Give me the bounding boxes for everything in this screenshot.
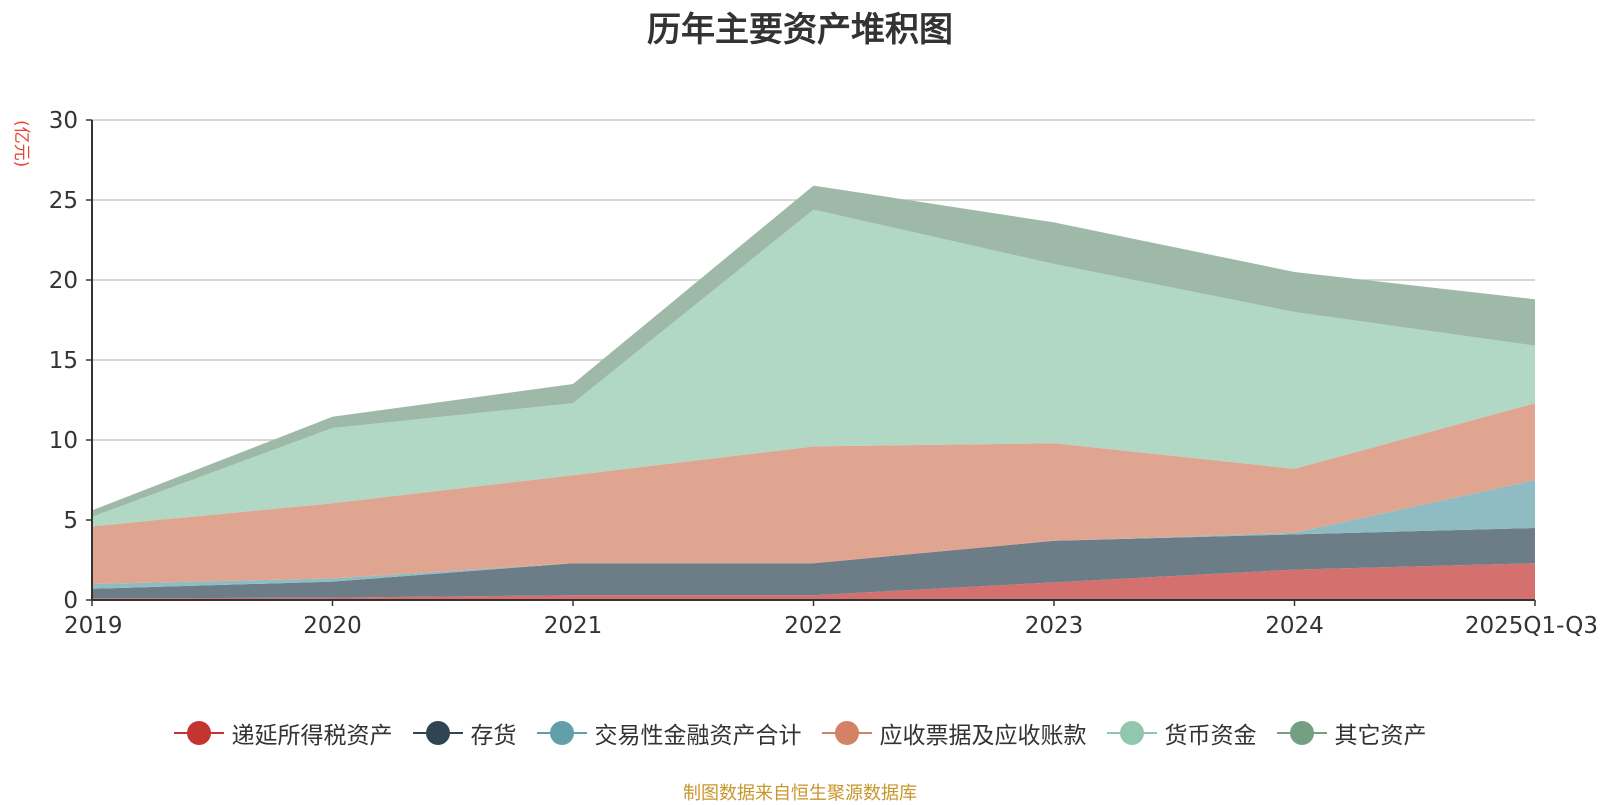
y-tick-label: 25	[49, 188, 78, 214]
area-series-3	[92, 403, 1535, 584]
area-series-4	[92, 209, 1535, 527]
legend-marker-icon	[1106, 721, 1157, 745]
y-tick-label: 20	[49, 268, 78, 294]
legend-label: 交易性金融资产合计	[594, 723, 802, 749]
legend-marker-icon	[412, 721, 463, 745]
chart-legend: 递延所得税资产 存货 交易性金融资产合计 应收票据及应收账款 货币资金 其它资产	[0, 716, 1600, 750]
legend-item[interactable]: 货币资金	[1106, 716, 1257, 750]
x-tick-label: 2024	[1265, 613, 1324, 639]
legend-label: 其它资产	[1334, 723, 1427, 749]
legend-item[interactable]: 应收票据及应收账款	[821, 716, 1087, 750]
x-tick-label: 2023	[1025, 613, 1084, 639]
data-source-note: 制图数据来自恒生聚源数据库	[683, 783, 917, 804]
legend-marker-icon	[821, 721, 872, 745]
x-tick-label: 2022	[784, 613, 843, 639]
y-tick-label: 30	[49, 108, 78, 134]
y-tick-label: 0	[63, 588, 78, 614]
x-tick-label: 2025Q1-Q3	[1465, 613, 1598, 639]
y-tick-label: 5	[63, 508, 78, 534]
y-tick-label: 15	[49, 348, 78, 374]
area-series-2	[92, 480, 1535, 589]
legend-item[interactable]: 递延所得税资产	[173, 716, 393, 750]
legend-item[interactable]: 交易性金融资产合计	[536, 716, 802, 750]
legend-label: 货币资金	[1164, 723, 1257, 749]
x-tick-label: 2020	[303, 613, 362, 639]
legend-label: 递延所得税资产	[231, 723, 393, 749]
y-tick-label: 10	[49, 428, 78, 454]
legend-item[interactable]: 其它资产	[1276, 716, 1427, 750]
area-series-5	[92, 185, 1535, 517]
legend-marker-icon	[173, 721, 224, 745]
x-tick-label: 2019	[64, 613, 123, 639]
legend-marker-icon	[536, 721, 587, 745]
chart-title: 历年主要资产堆积图	[647, 10, 953, 50]
legend-item[interactable]: 存货	[412, 716, 517, 750]
legend-label: 应收票据及应收账款	[879, 723, 1087, 749]
area-series-0	[92, 563, 1535, 600]
legend-label: 存货	[470, 723, 517, 749]
x-tick-label: 2021	[544, 613, 603, 639]
legend-marker-icon	[1276, 721, 1327, 745]
